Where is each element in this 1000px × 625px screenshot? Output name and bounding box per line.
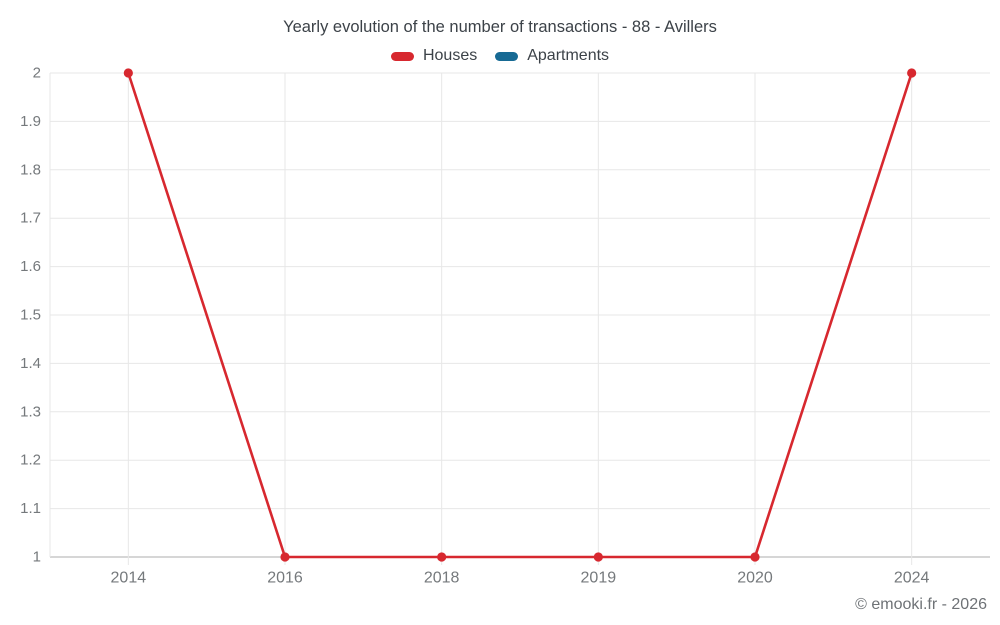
x-tick-label: 2016	[267, 570, 303, 587]
x-tick-label: 2014	[111, 570, 147, 587]
y-tick-label: 1.8	[20, 161, 41, 178]
y-tick-label: 1	[33, 549, 41, 566]
houses-data-point	[750, 552, 760, 562]
x-tick-label: 2019	[581, 570, 617, 587]
x-tick-label: 2020	[737, 570, 773, 587]
y-tick-label: 1.3	[20, 403, 41, 420]
houses-line	[127, 71, 913, 559]
y-tick-label: 1.5	[20, 307, 41, 324]
legend-label: Apartments	[527, 47, 610, 64]
footer-credit: © emooki.fr - 2026	[855, 596, 987, 613]
chart-title: Yearly evolution of the number of transa…	[283, 18, 717, 36]
y-tick-label: 2	[33, 65, 41, 82]
legend: Houses Apartments	[0, 46, 1000, 66]
legend-item-apartments[interactable]: Apartments	[495, 47, 609, 65]
legend-swatch-apartments	[495, 51, 519, 61]
houses-data-point	[437, 552, 447, 562]
x-tick-label: 2024	[894, 570, 930, 587]
legend-label: Houses	[422, 47, 478, 64]
y-tick-label: 1.6	[20, 258, 41, 275]
x-tick-label: 2018	[424, 570, 460, 587]
houses-data-point	[123, 68, 133, 78]
y-tick-label: 1.7	[20, 210, 41, 227]
legend-swatch-houses	[390, 51, 414, 61]
y-tick-label: 1.9	[20, 113, 41, 130]
y-tick-label: 1.1	[20, 500, 41, 517]
houses-data-point	[907, 68, 917, 78]
y-tick-label: 1.4	[20, 355, 41, 372]
houses-data-point	[593, 552, 603, 562]
legend-item-houses[interactable]: Houses	[390, 47, 478, 65]
y-tick-label: 1.2	[20, 452, 41, 469]
houses-data-point	[280, 552, 290, 562]
